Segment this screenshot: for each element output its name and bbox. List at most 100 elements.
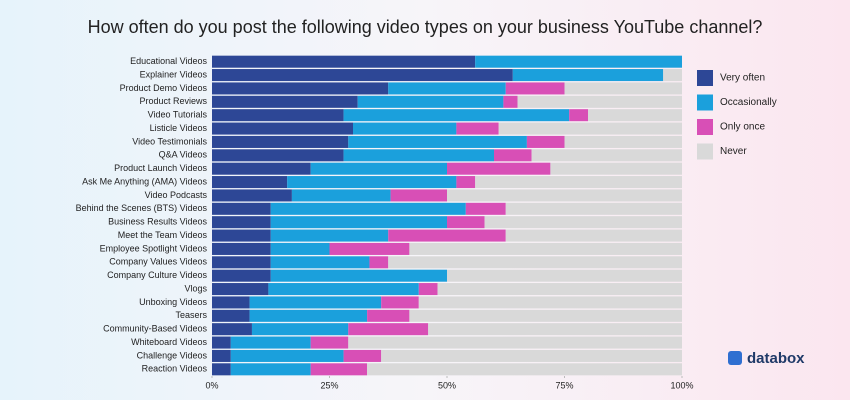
y-tick-label: Unboxing Videos xyxy=(139,297,207,307)
bar-segment xyxy=(388,229,506,242)
y-tick-label: Q&A Videos xyxy=(159,150,208,160)
bar-segment xyxy=(388,82,506,95)
bar-segment xyxy=(381,296,419,309)
y-tick-label: Educational Videos xyxy=(130,56,207,66)
bar-segment xyxy=(343,149,494,162)
bar-segment xyxy=(212,122,353,135)
bar-segment xyxy=(663,69,682,82)
brand-logo: databox xyxy=(728,350,805,367)
y-tick-label: Whiteboard Videos xyxy=(131,337,207,347)
logo-icon xyxy=(728,351,742,365)
bar-segment xyxy=(268,283,419,296)
y-tick-label: Meet the Team Videos xyxy=(118,230,208,240)
bar-segment xyxy=(270,242,330,255)
y-tick-label: Product Reviews xyxy=(139,96,207,106)
bar-segment xyxy=(212,55,476,68)
legend-swatch xyxy=(697,143,713,160)
bar-segment xyxy=(212,283,269,296)
bar-segment xyxy=(249,309,368,322)
bar-segment xyxy=(447,189,682,202)
bar-segment xyxy=(409,309,682,322)
bar-segment xyxy=(588,109,682,122)
bar-segment xyxy=(564,82,682,95)
legend-label: Only once xyxy=(720,122,765,133)
bar-segment xyxy=(418,283,438,296)
bar-segment xyxy=(249,296,382,309)
x-tick-label: 100% xyxy=(670,380,693,390)
y-tick-label: Teasers xyxy=(175,310,207,320)
bar-segment xyxy=(212,363,231,376)
bar-segment xyxy=(212,202,271,215)
bar-segment xyxy=(428,323,682,336)
bar-segment xyxy=(531,149,682,162)
bar-segment xyxy=(291,189,391,202)
legend-swatch xyxy=(697,70,713,86)
bar-segment xyxy=(212,149,344,162)
bar-segment xyxy=(550,162,682,175)
x-tick-label: 50% xyxy=(438,380,456,390)
bar-segment xyxy=(212,323,252,336)
bar-segment xyxy=(343,349,382,362)
bar-segment xyxy=(212,296,250,309)
y-tick-label: Challenge Videos xyxy=(137,350,208,360)
bar-segment xyxy=(505,82,565,95)
bar-segment xyxy=(343,109,570,122)
bar-segment xyxy=(503,95,518,108)
bar-segment xyxy=(357,95,504,108)
legend-swatch xyxy=(697,94,713,111)
y-tick-label: Video Testimonials xyxy=(132,136,207,146)
bar-segment xyxy=(310,162,447,175)
x-tick-label: 25% xyxy=(320,380,338,390)
bar-segment xyxy=(270,256,370,269)
bar-segment xyxy=(353,122,457,135)
y-tick-label: Listicle Videos xyxy=(150,123,208,133)
x-tick-label: 75% xyxy=(555,380,573,390)
bar-segment xyxy=(564,135,682,148)
bar-segment xyxy=(475,176,682,189)
legend-label: Occasionally xyxy=(720,97,777,108)
y-tick-label: Company Culture Videos xyxy=(107,270,207,280)
bar-segment xyxy=(329,242,410,255)
bar-segment xyxy=(447,269,682,282)
bar-segment xyxy=(388,256,682,269)
bar-segment xyxy=(212,95,358,108)
y-tick-label: Company Values Videos xyxy=(109,257,207,267)
bar-segment xyxy=(270,216,447,229)
bar-segment xyxy=(212,176,288,189)
bar-segment xyxy=(270,202,466,215)
x-tick-label: 0% xyxy=(205,380,218,390)
bar-segment xyxy=(526,135,565,148)
y-tick-label: Video Tutorials xyxy=(148,110,208,120)
bar-segment xyxy=(212,82,389,95)
bar-segment xyxy=(270,229,389,242)
y-tick-label: Product Demo Videos xyxy=(120,83,208,93)
bar-segment xyxy=(381,349,682,362)
bar-segment xyxy=(212,109,344,122)
bar-segment xyxy=(456,176,476,189)
bar-segment xyxy=(517,95,682,108)
bar-segment xyxy=(369,256,389,269)
bar-segment xyxy=(212,216,271,229)
bar-segment xyxy=(212,336,231,349)
bar-segment xyxy=(212,229,271,242)
bar-segment xyxy=(390,189,447,202)
bar-segment xyxy=(447,216,485,229)
y-tick-label: Reaction Videos xyxy=(142,364,208,374)
bar-segment xyxy=(447,162,551,175)
bar-segment xyxy=(310,363,368,376)
bar-segment xyxy=(437,283,682,296)
y-tick-label: Community-Based Videos xyxy=(103,324,207,334)
bar-segment xyxy=(212,242,271,255)
bar-segment xyxy=(270,269,447,282)
bar-segment xyxy=(287,176,457,189)
bar-segment xyxy=(456,122,499,135)
y-tick-label: Product Launch Videos xyxy=(114,163,207,173)
legend-label: Very often xyxy=(720,73,765,84)
y-tick-label: Behind the Scenes (BTS) Videos xyxy=(76,203,208,213)
bar-segment xyxy=(212,256,271,269)
bar-segment xyxy=(212,162,311,175)
bar-segment xyxy=(505,229,682,242)
legend-swatch xyxy=(697,119,713,135)
bar-segment xyxy=(569,109,588,122)
